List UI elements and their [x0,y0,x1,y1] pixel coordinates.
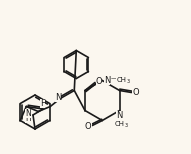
Text: N: N [116,111,123,120]
Text: O: O [132,88,139,97]
Text: N: N [104,76,110,85]
Text: H: H [25,113,31,122]
Text: 3: 3 [125,123,128,128]
Text: F: F [40,99,45,108]
Text: 3: 3 [127,79,130,84]
Text: O: O [96,77,102,86]
Text: N: N [55,93,62,102]
Text: CH: CH [115,120,125,126]
Text: CH: CH [116,77,126,83]
Text: N: N [25,109,31,118]
Text: —: — [111,75,118,81]
Text: O: O [85,122,92,131]
